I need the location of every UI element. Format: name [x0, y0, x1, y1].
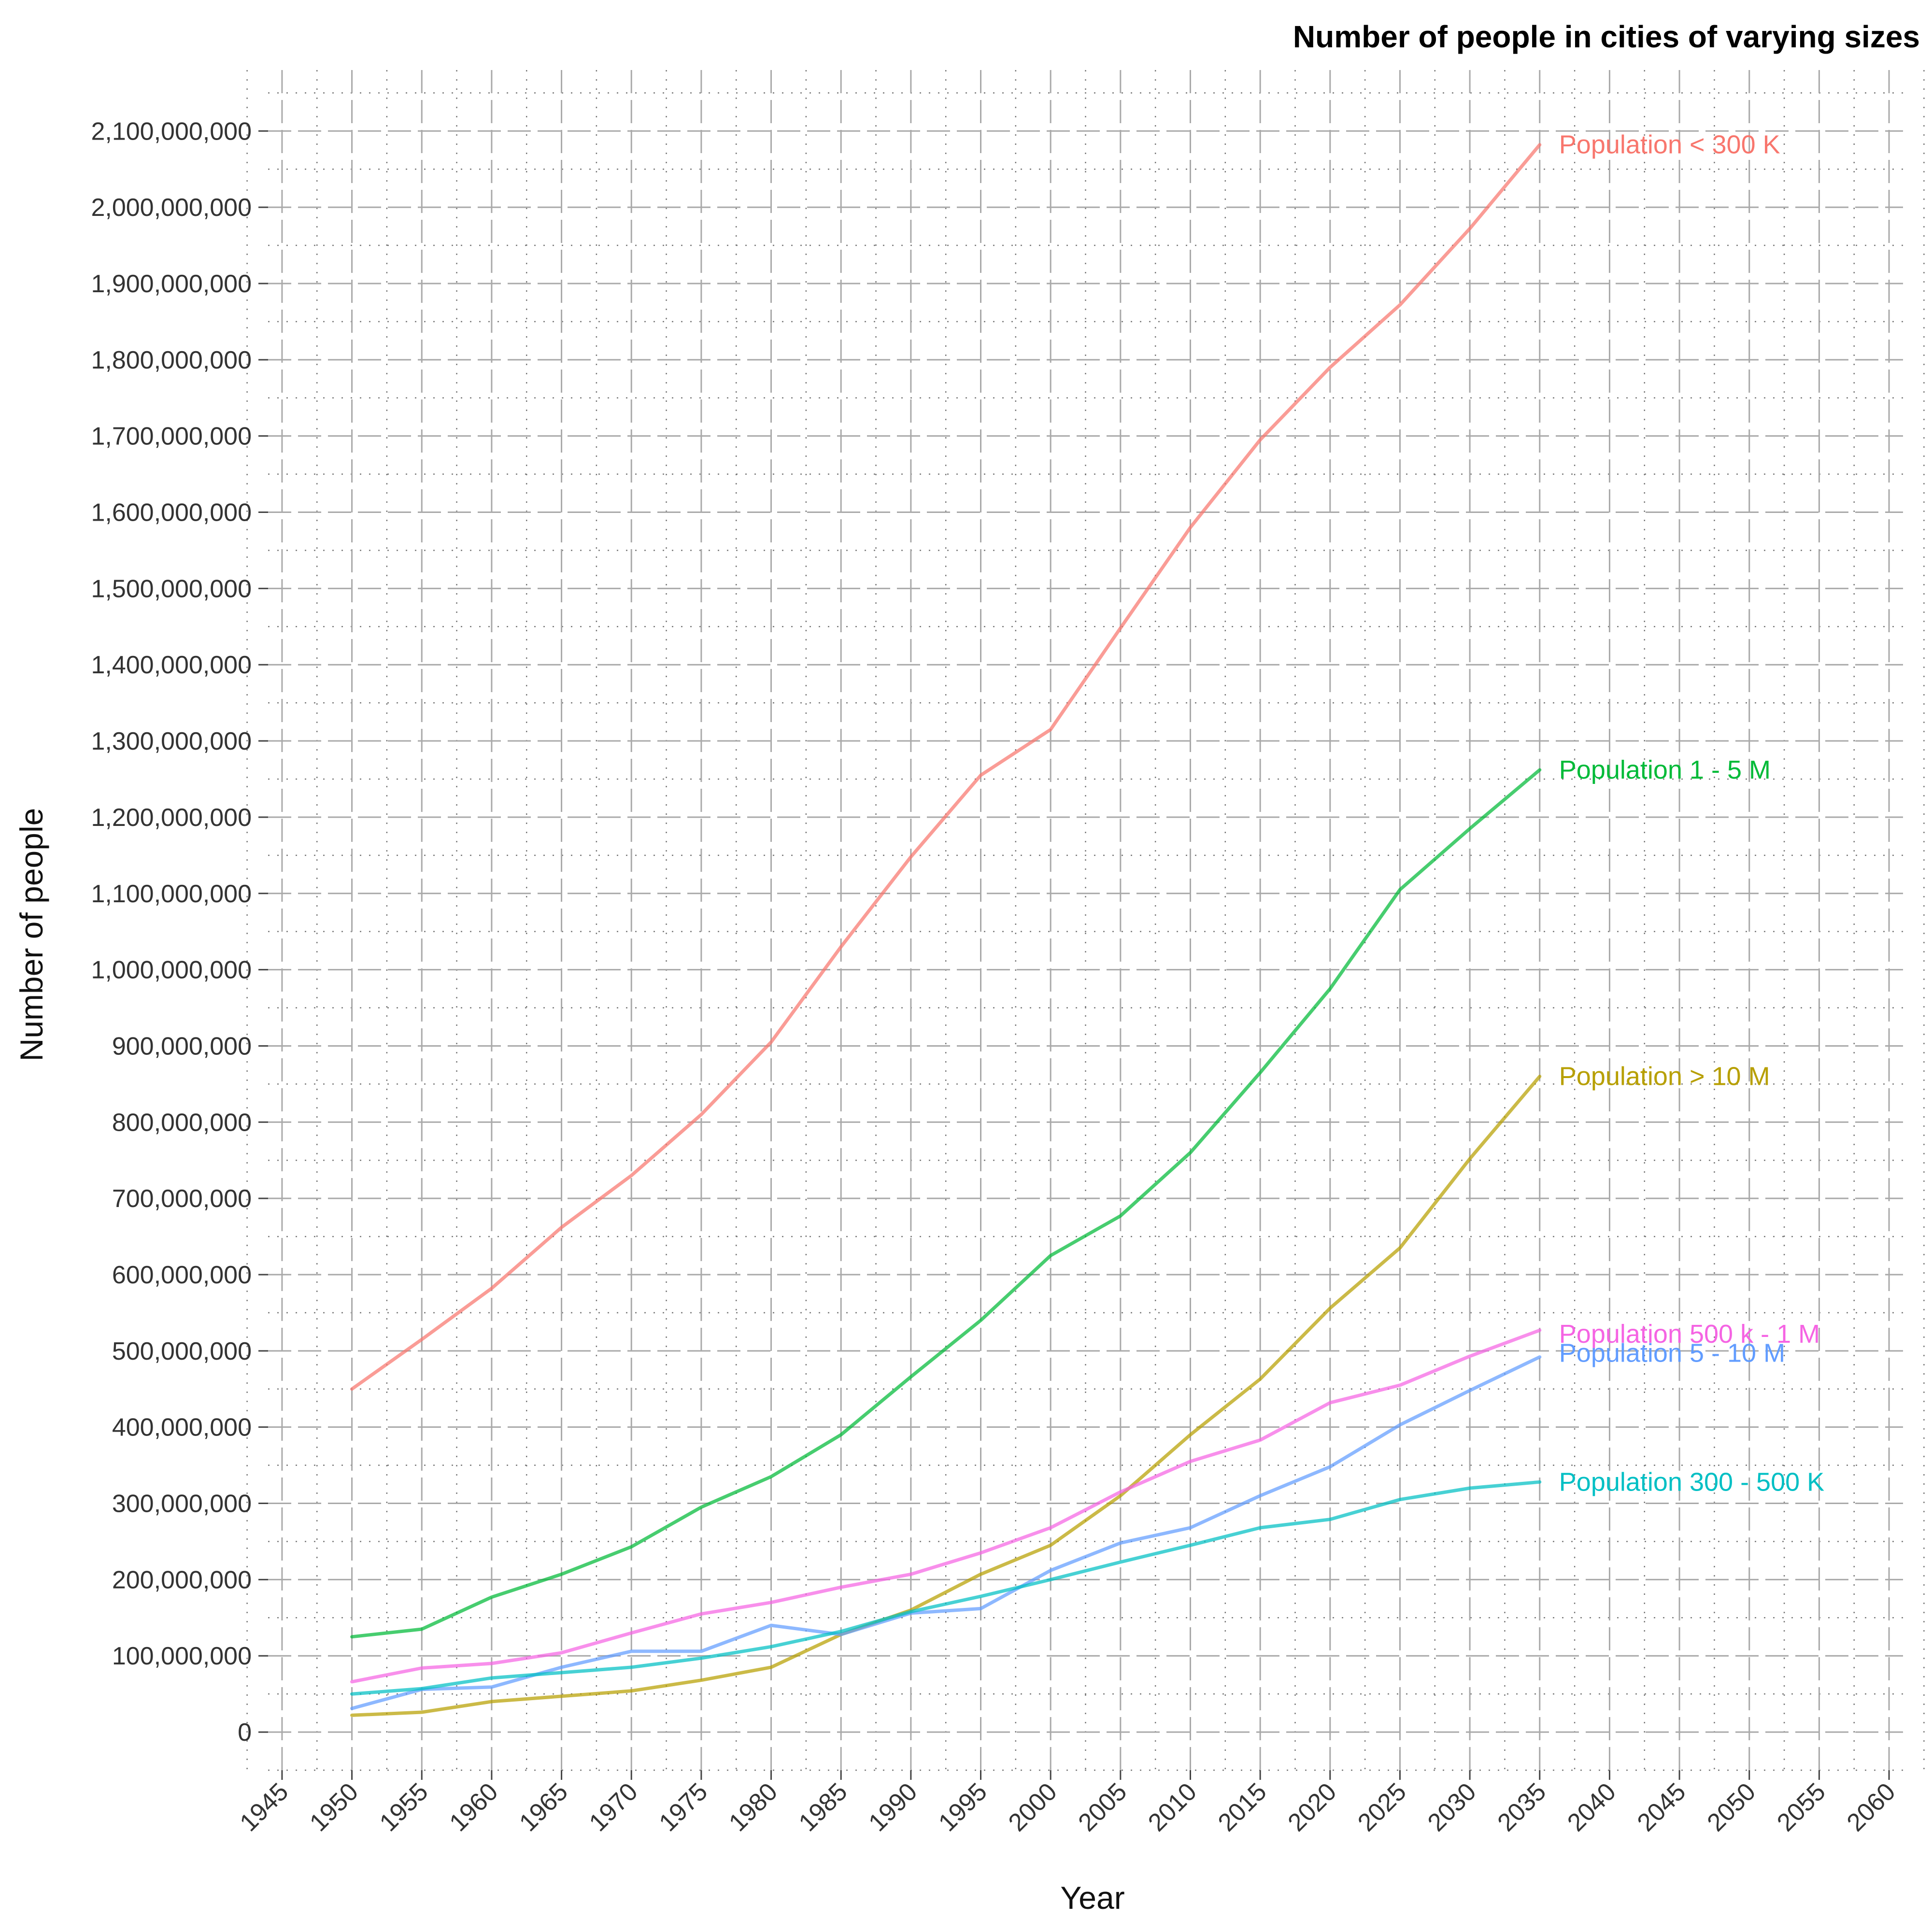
- y-tick-label: 700,000,000: [112, 1185, 252, 1213]
- x-tick-label: 2060: [1842, 1777, 1901, 1837]
- x-tick-label: 2025: [1352, 1777, 1412, 1837]
- series-line-2: [350, 1075, 1542, 1717]
- y-tick-label: 200,000,000: [112, 1566, 252, 1594]
- y-tick-label: 1,500,000,000: [91, 575, 252, 603]
- x-tick-label: 1950: [304, 1777, 364, 1837]
- x-tick-label: 1960: [444, 1777, 504, 1837]
- y-tick-label: 800,000,000: [112, 1108, 252, 1136]
- y-axis-title: Number of people: [14, 808, 49, 1062]
- series-label-0: Population < 300 K: [1559, 130, 1780, 159]
- x-tick-label: 2035: [1492, 1777, 1551, 1837]
- x-tick-label: 2010: [1143, 1777, 1202, 1837]
- grid-lines: [246, 70, 1925, 1771]
- y-tick-label: 2,100,000,000: [91, 117, 252, 145]
- y-tick-label: 500,000,000: [112, 1337, 252, 1365]
- y-tick-label: 1,000,000,000: [91, 956, 252, 984]
- x-tick-label: 1995: [933, 1777, 993, 1837]
- x-tick-label: 1975: [654, 1777, 713, 1837]
- x-tick-label: 1980: [724, 1777, 783, 1837]
- series-line-5: [350, 1480, 1542, 1696]
- series-label-3: Population 500 k - 1 M: [1559, 1320, 1820, 1349]
- x-axis-title: Year: [1060, 1880, 1124, 1916]
- series-line-4: [350, 1355, 1542, 1710]
- y-tick-label: 0: [238, 1719, 252, 1747]
- series-lines: [350, 143, 1542, 1717]
- x-tick-label: 2045: [1632, 1777, 1691, 1837]
- series-label-5: Population 300 - 500 K: [1559, 1467, 1824, 1496]
- x-tick-label: 1955: [374, 1777, 434, 1837]
- y-tick-label: 1,800,000,000: [91, 346, 252, 374]
- y-tick-label: 100,000,000: [112, 1642, 252, 1670]
- y-tick-label: 400,000,000: [112, 1414, 252, 1442]
- chart-title: Number of people in cities of varying si…: [1293, 19, 1920, 54]
- y-tick-label: 2,000,000,000: [91, 194, 252, 222]
- x-tick-label: 2000: [1003, 1777, 1063, 1837]
- series-line-0: [350, 143, 1542, 1391]
- y-tick-label: 1,400,000,000: [91, 651, 252, 679]
- x-tick-label: 1990: [864, 1777, 923, 1837]
- y-tick-label: 300,000,000: [112, 1490, 252, 1518]
- x-tick-label: 2005: [1073, 1777, 1132, 1837]
- x-tick-label: 1985: [794, 1777, 853, 1837]
- y-tick-label: 1,300,000,000: [91, 727, 252, 755]
- x-tick-label: 2015: [1213, 1777, 1272, 1837]
- y-tick-label: 1,200,000,000: [91, 804, 252, 832]
- series-labels: Population < 300 K Population 1 - 5 M Popu…: [1559, 130, 1824, 1497]
- y-tick-label: 1,900,000,000: [91, 270, 252, 298]
- y-tick-label: 1,700,000,000: [91, 423, 252, 451]
- x-tick-label: 2040: [1562, 1777, 1621, 1837]
- series-line-1: [350, 768, 1542, 1639]
- y-tick-label: 1,100,000,000: [91, 880, 252, 908]
- series-line-3: [350, 1328, 1542, 1684]
- series-label-4: Population 5 - 10 M: [1559, 1338, 1785, 1367]
- x-tick-label: 1965: [514, 1777, 573, 1837]
- y-tick-label: 1,600,000,000: [91, 499, 252, 527]
- x-tick-label: 2020: [1282, 1777, 1342, 1837]
- series-label-1: Population 1 - 5 M: [1559, 755, 1771, 784]
- x-tick-label: 2055: [1772, 1777, 1831, 1837]
- y-tick-label: 600,000,000: [112, 1261, 252, 1289]
- x-tick-label: 1970: [584, 1777, 643, 1837]
- x-tick-label: 2050: [1702, 1777, 1761, 1837]
- series-label-2: Population > 10 M: [1559, 1062, 1770, 1091]
- y-tick-label: 900,000,000: [112, 1032, 252, 1060]
- x-tick-label: 2030: [1422, 1777, 1482, 1837]
- x-tick-label: 1945: [235, 1777, 294, 1837]
